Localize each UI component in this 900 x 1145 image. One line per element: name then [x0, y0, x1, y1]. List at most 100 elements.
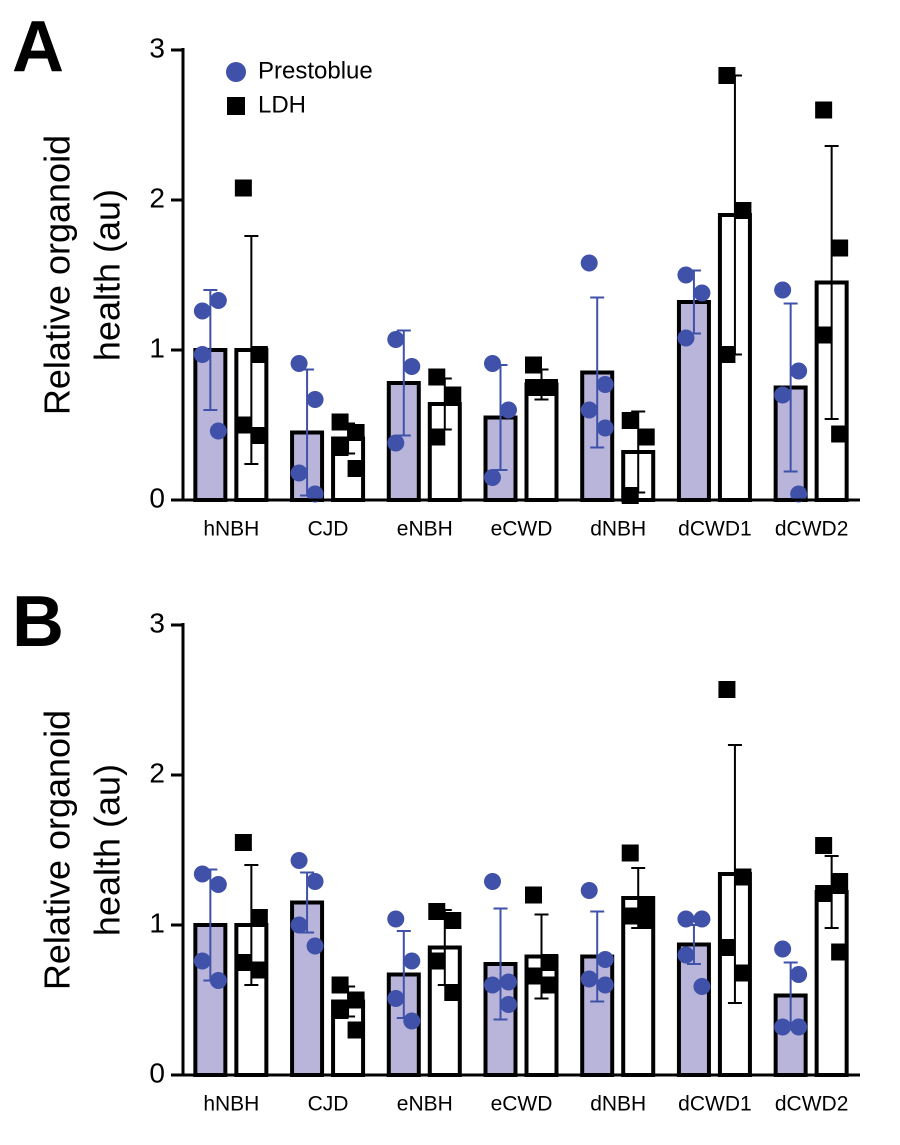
y-tick-label: 2 — [149, 757, 165, 788]
panel-label: A — [12, 7, 64, 87]
data-point — [718, 681, 736, 698]
data-point — [209, 972, 227, 989]
data-point — [831, 239, 849, 257]
data-point — [718, 67, 736, 84]
data-point — [234, 179, 252, 197]
data-point — [774, 940, 792, 958]
x-tick-label: dCWD2 — [775, 1093, 849, 1116]
error-bar — [590, 296, 605, 449]
data-point — [234, 834, 252, 851]
data-point — [250, 346, 268, 363]
data-point — [193, 865, 211, 883]
data-point — [290, 852, 308, 869]
data-point — [596, 376, 614, 393]
x-tick-label: dCWD1 — [678, 1093, 752, 1116]
data-point — [331, 976, 349, 994]
data-point — [525, 356, 542, 374]
y-tick-label: 1 — [149, 332, 165, 363]
data-point — [193, 952, 211, 970]
data-point — [387, 434, 405, 452]
data-point — [428, 368, 446, 386]
y-tick-label: 3 — [149, 607, 165, 638]
data-point — [677, 329, 695, 347]
data-point — [347, 460, 365, 477]
data-point — [718, 939, 736, 956]
data-point — [209, 422, 227, 440]
data-point — [484, 873, 501, 890]
data-point — [250, 961, 268, 979]
data-point — [403, 952, 421, 970]
data-point — [693, 284, 711, 302]
data-point — [637, 428, 655, 446]
data-point — [306, 485, 324, 503]
data-point — [790, 362, 808, 380]
data-point — [815, 837, 833, 854]
data-point — [831, 943, 849, 961]
data-point — [774, 1018, 792, 1036]
data-point — [596, 976, 614, 994]
data-point — [209, 876, 227, 893]
data-point — [306, 873, 324, 890]
data-point — [677, 946, 695, 964]
y-axis-label: Relative organoid — [37, 135, 78, 415]
data-point — [387, 910, 405, 928]
y-axis-label: Relative organoid — [37, 710, 78, 990]
data-point — [580, 254, 598, 272]
data-point — [774, 386, 792, 404]
data-point — [444, 984, 462, 1001]
data-point — [500, 401, 517, 419]
data-point — [734, 964, 752, 982]
data-point — [331, 439, 349, 456]
data-point — [677, 266, 695, 284]
y-tick-label: 1 — [149, 907, 165, 938]
y-tick-label: 2 — [149, 182, 165, 213]
x-tick-label: dNBH — [590, 518, 646, 541]
data-point — [815, 326, 833, 344]
data-point — [541, 379, 558, 396]
data-point — [387, 990, 405, 1007]
x-tick-label: hNBH — [203, 1093, 259, 1116]
data-point — [500, 973, 517, 991]
x-tick-label: CJD — [308, 518, 349, 541]
data-point — [790, 966, 808, 983]
data-point — [525, 967, 542, 985]
data-point — [387, 331, 405, 348]
data-point — [500, 996, 517, 1013]
data-point — [815, 101, 833, 119]
data-point — [306, 391, 324, 408]
x-tick-label: hNBH — [203, 518, 259, 541]
x-tick-label: dNBH — [590, 1093, 646, 1116]
data-point — [580, 970, 598, 988]
x-tick-label: dCWD1 — [678, 518, 752, 541]
data-point — [428, 952, 446, 970]
error-bar — [493, 907, 508, 1021]
data-point — [621, 844, 639, 862]
data-point — [428, 428, 446, 446]
data-point — [403, 358, 421, 375]
data-point — [234, 416, 252, 434]
y-tick-label: 0 — [149, 482, 165, 513]
x-tick-label: eNBH — [397, 1093, 453, 1116]
data-point — [331, 1002, 349, 1019]
data-point — [428, 903, 446, 920]
data-point — [596, 419, 614, 437]
data-point — [306, 937, 324, 955]
data-point — [484, 355, 501, 372]
data-point — [774, 281, 792, 299]
y-tick-label: 3 — [149, 32, 165, 63]
data-point — [347, 424, 365, 441]
data-point — [484, 469, 501, 486]
data-point — [290, 916, 308, 934]
data-point — [347, 1021, 365, 1039]
data-point — [525, 886, 542, 904]
data-point — [250, 427, 268, 444]
data-point — [403, 1012, 421, 1030]
x-tick-label: CJD — [308, 1093, 349, 1116]
x-tick-label: eCWD — [491, 1093, 553, 1116]
data-point — [209, 292, 227, 309]
data-point — [693, 978, 711, 995]
y-tick-label: 0 — [149, 1057, 165, 1088]
data-point — [541, 976, 558, 994]
bar — [524, 382, 559, 502]
data-point — [734, 868, 752, 886]
